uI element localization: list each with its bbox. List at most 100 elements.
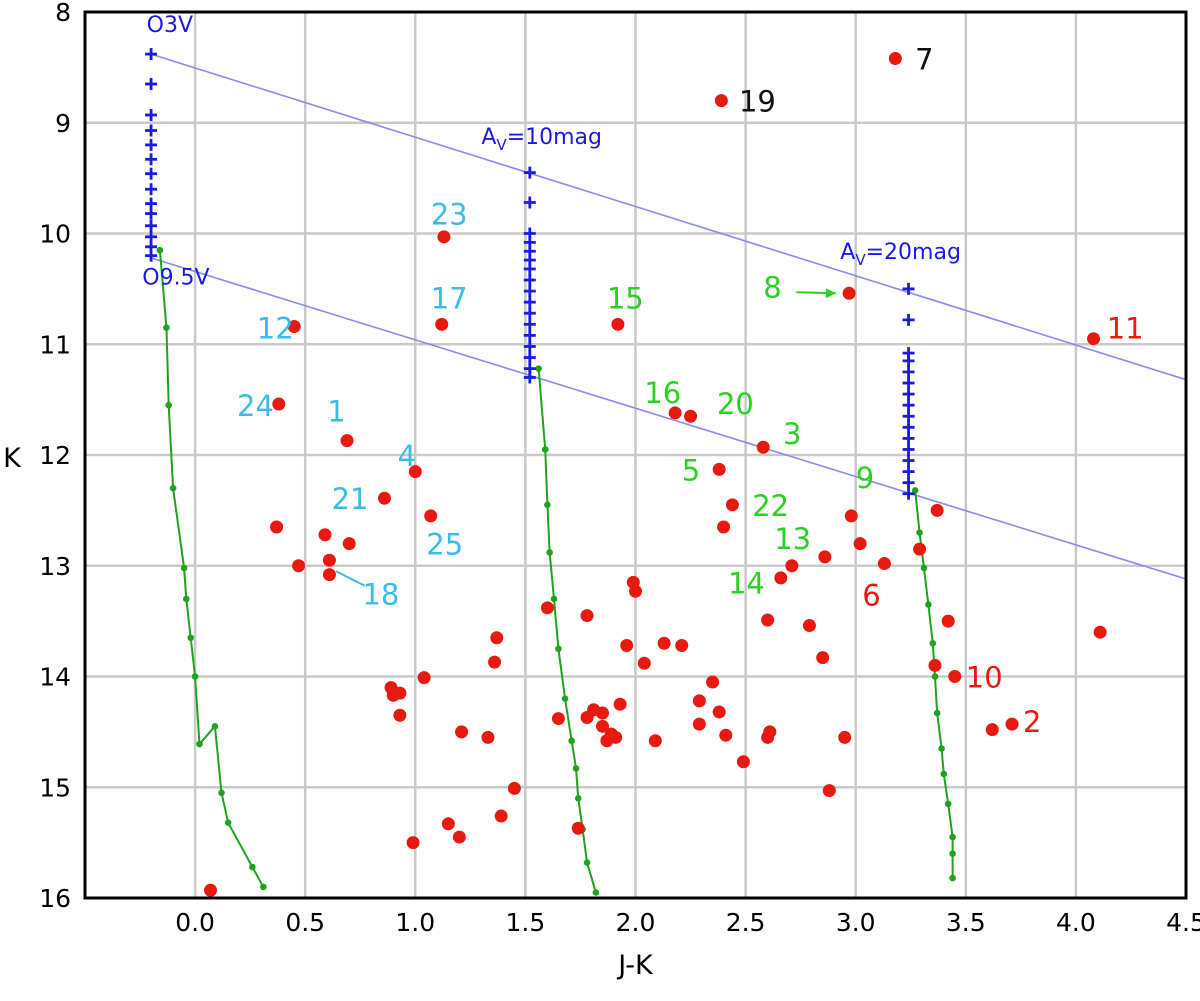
star-point (736, 755, 750, 769)
arrow-head (825, 288, 836, 299)
star-id-label: 1 (327, 395, 345, 429)
y-tick-label: 8 (55, 0, 71, 27)
star-point (712, 705, 726, 719)
track-point (260, 883, 267, 891)
star-point (692, 717, 706, 731)
star-id-label: 19 (739, 85, 776, 119)
star-id-label: 3 (783, 417, 801, 451)
star-point (322, 568, 336, 582)
track-point (224, 819, 232, 826)
track-point (156, 246, 164, 254)
star-point (204, 883, 218, 897)
track-point (165, 401, 172, 409)
star-id-label: 7 (915, 43, 933, 77)
track-point (163, 324, 170, 331)
track-point (541, 446, 549, 453)
y-tick-label: 14 (39, 663, 71, 692)
track-point (574, 795, 582, 802)
star-point (272, 397, 286, 411)
track-point (191, 673, 199, 680)
star-point (571, 821, 585, 835)
x-tick-label: 0.5 (285, 908, 325, 937)
star-point (941, 614, 955, 628)
x-tick-label: 3.0 (836, 908, 876, 937)
star-point (322, 553, 336, 567)
star-point (756, 440, 770, 454)
star-point (1093, 625, 1107, 639)
track-point (544, 501, 551, 509)
track-point (572, 765, 580, 772)
star-point (292, 559, 306, 573)
track-point (196, 740, 203, 748)
annotation-arrows (335, 288, 836, 587)
y-tick-label: 9 (55, 109, 71, 138)
star-point (455, 725, 469, 739)
star-point (452, 830, 466, 844)
star-point (424, 509, 438, 523)
track-point (187, 634, 194, 642)
star-point (287, 320, 301, 334)
track-point (944, 800, 952, 808)
track-point (592, 889, 600, 896)
star-point (928, 658, 942, 672)
star-point (717, 520, 731, 534)
star-id-label: 8 (763, 271, 781, 305)
star-point (877, 557, 891, 571)
star-point (816, 651, 830, 665)
star-point (481, 730, 495, 744)
track-point (949, 874, 956, 882)
star-point (761, 613, 775, 627)
track-point (940, 770, 948, 778)
star-id-label: 17 (431, 282, 468, 316)
star-point (613, 697, 627, 711)
star-point (609, 730, 623, 744)
star-point (913, 542, 927, 556)
star-id-label: 2 (1023, 705, 1041, 739)
x-tick-label: 4.5 (1166, 908, 1200, 937)
star-points (204, 52, 1107, 897)
track-point (180, 564, 188, 572)
star-point (822, 784, 836, 798)
star-point (270, 520, 284, 534)
reddening-lines (150, 53, 1187, 580)
star-point (611, 317, 625, 331)
tick-labels: 0.0 0.5 1.0 1.5 2.0 2.5 3.0 3.5 4.0 4.58910111213… (39, 0, 1200, 937)
star-id-label: 12 (257, 312, 294, 346)
star-point (844, 509, 858, 523)
spectral-type-label: O9.5V (142, 266, 209, 291)
star-point (342, 537, 356, 551)
y-axis-label: K (3, 443, 22, 474)
track-point (931, 673, 939, 680)
spectral-type-label: O3V (147, 13, 193, 38)
track-point (535, 365, 542, 372)
x-tick-label: 0.0 (175, 908, 215, 937)
star-id-label: 16 (644, 376, 681, 410)
star-point (393, 708, 407, 722)
x-axis-label: J-K (616, 950, 654, 981)
track-point (249, 863, 256, 871)
star-id-label: 21 (332, 482, 369, 516)
star-point (551, 712, 565, 726)
star-id-label: 24 (237, 389, 274, 423)
star-point (838, 730, 852, 744)
star-id-label: 11 (1107, 312, 1144, 346)
star-point (985, 723, 999, 737)
y-tick-label: 13 (39, 552, 71, 581)
track-point (211, 723, 219, 730)
star-point (377, 491, 391, 505)
star-point (540, 601, 554, 615)
star-point (393, 686, 407, 700)
star-id-label: 20 (717, 387, 754, 421)
star-point (637, 656, 651, 670)
track-point (916, 529, 923, 536)
track-point (583, 859, 591, 866)
star-point (948, 670, 962, 683)
star-point (774, 571, 788, 585)
y-tick-label: 12 (39, 441, 71, 470)
star-id-label: 14 (728, 566, 765, 600)
star-point (408, 465, 422, 479)
extinction-label: AV=20mag (840, 240, 961, 269)
reddening-line (150, 257, 1187, 580)
track-point (555, 645, 562, 653)
star-point (818, 550, 832, 564)
